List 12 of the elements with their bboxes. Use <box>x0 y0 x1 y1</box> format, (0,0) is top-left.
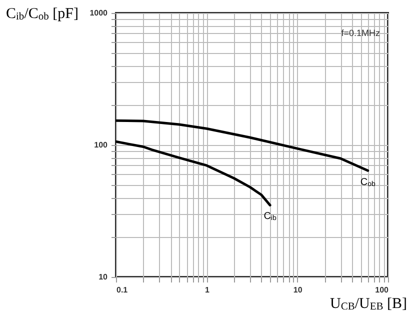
series-label: C$_{ob}$ <box>360 176 376 188</box>
y-tick-label: 100 <box>94 140 108 150</box>
x-tick-label: 1 <box>204 286 210 294</box>
y-tick-label: 1000 <box>90 8 108 18</box>
x-axis-title: U$_{CB}$/U$_{EB}$ [B] <box>330 296 407 313</box>
x-tick-label: 10 <box>293 286 303 294</box>
y-axis-title: C$_{ib}$/C$_{ob}$ [pF] <box>6 6 78 23</box>
annotation: f=0.1MHz <box>341 28 380 38</box>
series-label: C$_{ib}$ <box>264 211 276 222</box>
x-tick-label: 0.1 <box>116 286 128 294</box>
y-tick-label: 10 <box>98 272 108 282</box>
x-tick-label: 100 <box>375 286 390 294</box>
